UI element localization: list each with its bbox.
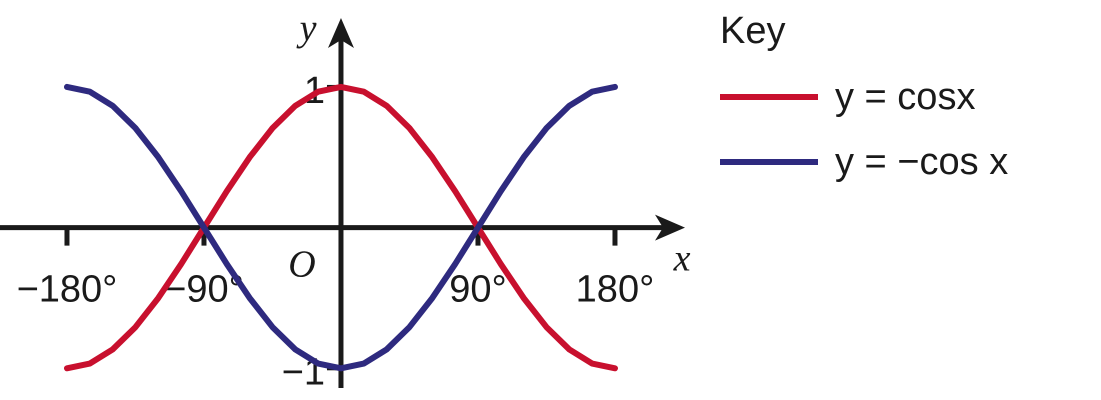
y-tick-label: −1 (282, 351, 325, 393)
x-axis-arrow (655, 214, 685, 241)
x-tick-label: −90° (164, 269, 244, 311)
legend-label: y = −cos x (835, 141, 1008, 183)
line-series (63, 83, 618, 372)
line-series (63, 83, 618, 372)
origin-label: O (288, 244, 315, 286)
y-axis-label: y (296, 8, 317, 50)
legend-label: y = cosx (835, 76, 975, 118)
x-tick-label: 180° (576, 269, 655, 311)
y-axis-arrow (327, 18, 354, 48)
x-axis-label: x (673, 238, 691, 280)
legend-title: Key (720, 10, 785, 52)
x-tick-label: 90° (449, 269, 506, 311)
x-tick-label: −180° (17, 269, 118, 311)
